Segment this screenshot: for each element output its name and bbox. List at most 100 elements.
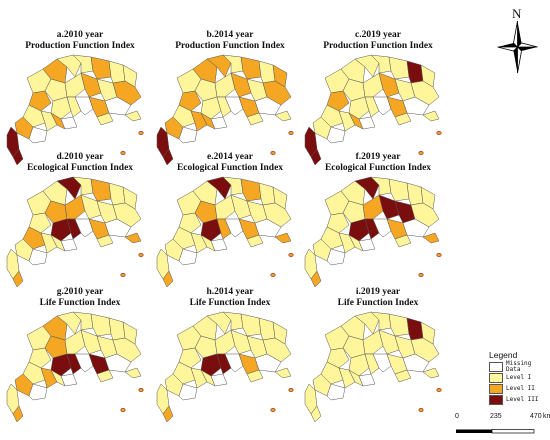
map-panel: a.2010 year Production Function Index [5, 30, 155, 171]
panel-title: b.2014 year [206, 30, 254, 40]
province-map [304, 311, 442, 423]
map-region [378, 72, 400, 98]
map-region [40, 232, 58, 254]
map-region [192, 180, 218, 206]
island-region [436, 131, 442, 135]
map-region [340, 180, 366, 206]
map-region [364, 96, 380, 118]
map-region [348, 218, 370, 242]
map-region [406, 60, 424, 84]
legend-label: Level II [506, 384, 535, 392]
map-region [406, 182, 424, 206]
map-region [50, 96, 72, 120]
map-region [310, 148, 322, 166]
map-region [320, 361, 344, 385]
map-region [326, 383, 346, 401]
map-region [172, 226, 196, 250]
map-region [338, 367, 356, 389]
map-region [178, 212, 202, 234]
map-region [22, 226, 46, 250]
province-map [6, 54, 144, 166]
panel-subtitle: Ecological Function Index [176, 163, 284, 173]
map-region [28, 212, 52, 234]
map-region [108, 317, 126, 341]
map-region [124, 232, 142, 244]
map-region [348, 353, 370, 377]
map-region [124, 110, 142, 122]
map-panel: b.2014 year Production Function Index [155, 30, 305, 171]
map-region [12, 270, 24, 288]
map-region [56, 54, 82, 78]
map-region [22, 361, 46, 385]
map-region [326, 126, 346, 144]
map-region [354, 311, 380, 335]
map-region [354, 176, 380, 200]
scale-tick-470: 470 [530, 413, 542, 420]
map-region [254, 353, 282, 373]
panel-subtitle: Ecological Function Index [324, 163, 432, 173]
map-region [246, 234, 264, 248]
map-region [310, 405, 322, 423]
map-region [312, 238, 332, 262]
map-region [28, 126, 48, 144]
map-region [72, 54, 94, 74]
map-region [348, 96, 370, 120]
map-region [162, 148, 174, 166]
island-region [436, 253, 442, 257]
panel-title: c.2019 year [355, 30, 401, 40]
map-region [388, 56, 410, 80]
scale-bar: 0 235 470 km [447, 413, 550, 439]
map-region [192, 315, 218, 341]
province-map [6, 176, 144, 288]
island-region [270, 273, 276, 277]
map-region [96, 234, 114, 248]
island-region [418, 273, 424, 277]
map-region [338, 232, 356, 254]
legend: Legend Missing Data Level I Level II Lev… [489, 350, 547, 405]
map-region [394, 112, 412, 126]
map-region [72, 176, 94, 196]
map-panel: e.2014 year Ecological Function Index [155, 152, 305, 293]
map-region [354, 54, 380, 78]
map-panel: f.2019 year Ecological Function Index [303, 152, 453, 293]
north-label: N [512, 6, 522, 21]
map-region [246, 112, 264, 126]
map-region [74, 96, 94, 116]
map-region [240, 56, 262, 80]
map-region [372, 96, 392, 116]
map-region [172, 104, 196, 128]
map-region [326, 90, 350, 112]
map-region [422, 232, 440, 244]
panel-title: a.2010 year [56, 30, 104, 40]
map-region [108, 60, 126, 84]
map-region [364, 353, 380, 375]
map-region [224, 96, 244, 116]
north-arrow-compass-icon [497, 20, 538, 74]
map-region [210, 373, 228, 387]
map-region [72, 311, 94, 331]
scale-bar-graphic [456, 429, 535, 434]
map-region [74, 353, 94, 373]
province-map [304, 54, 442, 166]
island-region [120, 273, 126, 277]
island-region [418, 151, 424, 155]
map-region [358, 238, 376, 252]
map-region [200, 353, 222, 377]
map-region [40, 110, 58, 132]
legend-label: Level III [506, 395, 539, 403]
island-region [436, 388, 442, 392]
island-region [288, 131, 294, 135]
panel-title: g.2010 year [56, 287, 104, 297]
map-region [230, 329, 252, 355]
map-region [210, 238, 228, 252]
map-region [66, 218, 82, 240]
map-panel: g.2010 year Life Function Index [5, 287, 155, 428]
map-region [178, 126, 198, 144]
legend-swatch [489, 394, 503, 405]
legend-label: Level I [506, 373, 532, 381]
map-region [240, 178, 262, 202]
map-region [12, 148, 24, 166]
map-region [326, 248, 346, 266]
map-region [320, 104, 344, 128]
map-region [224, 353, 244, 373]
